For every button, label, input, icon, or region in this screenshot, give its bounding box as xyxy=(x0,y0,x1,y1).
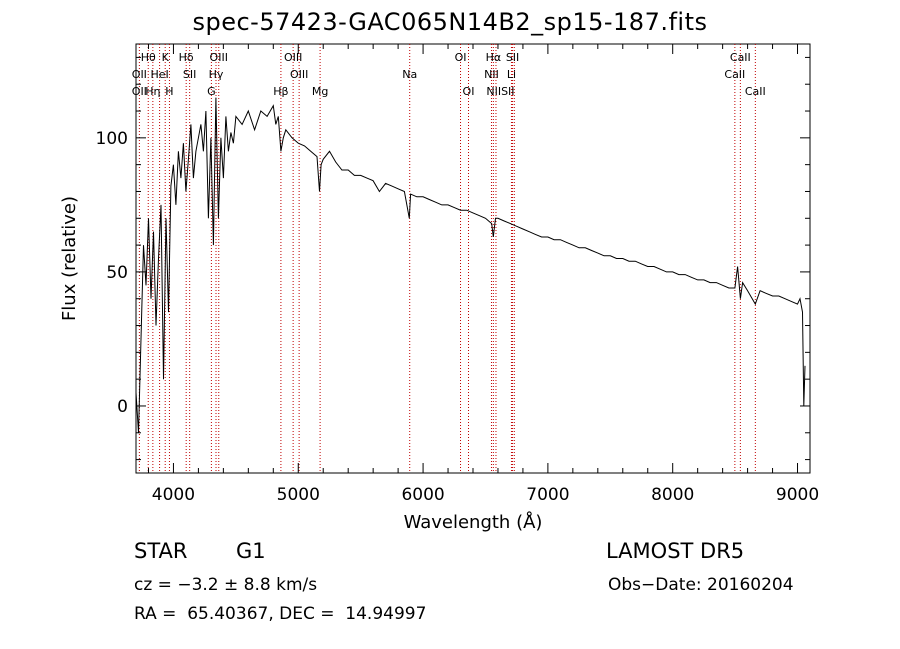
spectral-line-label: Hδ xyxy=(179,51,194,64)
y-axis-label: Flux (relative) xyxy=(59,196,80,321)
spectral-line-label: NII xyxy=(484,68,499,81)
x-tick-label: 8000 xyxy=(651,485,694,505)
sky-coordinates: RA = 65.40367, DEC = 14.94997 xyxy=(134,604,427,624)
spectral-line-label: CaII xyxy=(730,51,751,64)
object-class: STAR xyxy=(134,539,188,563)
spectral-line-label: NIISII xyxy=(486,85,514,98)
observation-date: Obs−Date: 20160204 xyxy=(608,575,794,595)
spectral-line-label: HeI xyxy=(150,68,168,81)
redshift-velocity: cz = −3.2 ± 8.8 km/s xyxy=(134,575,318,595)
x-tick-label: 7000 xyxy=(526,485,569,505)
spectral-line-label: CaII xyxy=(724,68,745,81)
spectral-line-label: OI xyxy=(455,51,467,64)
x-axis-label: Wavelength (Å) xyxy=(404,511,543,533)
spectral-line-label: OIII xyxy=(290,68,308,81)
spectral-line-label: OII xyxy=(132,68,147,81)
x-tick-label: 5000 xyxy=(277,485,320,505)
spectrum-series-line xyxy=(135,97,806,433)
spectral-line-label: G xyxy=(207,85,216,98)
spectral-line-label: SII xyxy=(183,68,196,81)
object-subclass: G1 xyxy=(236,539,266,563)
x-tick-label: 4000 xyxy=(152,485,195,505)
spectral-line-label: Hθ xyxy=(141,51,156,64)
spectral-line-label: Hα xyxy=(486,51,502,64)
spectral-line-label: CaII xyxy=(745,85,766,98)
spectral-line-label: Mg xyxy=(312,85,328,98)
spectral-line-label: Hγ xyxy=(209,68,224,81)
x-tick-label: 9000 xyxy=(776,485,819,505)
y-tick-label: 0 xyxy=(117,397,128,417)
spectral-line-label: Na xyxy=(402,68,417,81)
spectral-line-label: Li xyxy=(507,68,516,81)
spectral-line-label: Hβ xyxy=(273,85,288,98)
spectral-line-label: OI xyxy=(463,85,475,98)
spectral-line-label: OII xyxy=(132,85,147,98)
spectral-line-label: OIII xyxy=(210,51,228,64)
chart-title: spec-57423-GAC065N14B2_sp15-187.fits xyxy=(192,8,708,36)
y-tick-label: 50 xyxy=(106,263,128,283)
spectral-line-label: H xyxy=(165,85,173,98)
survey-name: LAMOST DR5 xyxy=(606,539,745,563)
y-tick-label: 100 xyxy=(96,129,128,149)
spectral-line-label: OIII xyxy=(284,51,302,64)
spectral-line-label: K xyxy=(162,51,170,64)
spectral-line-label: Hη xyxy=(145,85,160,98)
spectral-line-label: SII xyxy=(506,51,519,64)
plot-frame xyxy=(135,43,811,474)
x-tick-label: 6000 xyxy=(401,485,444,505)
